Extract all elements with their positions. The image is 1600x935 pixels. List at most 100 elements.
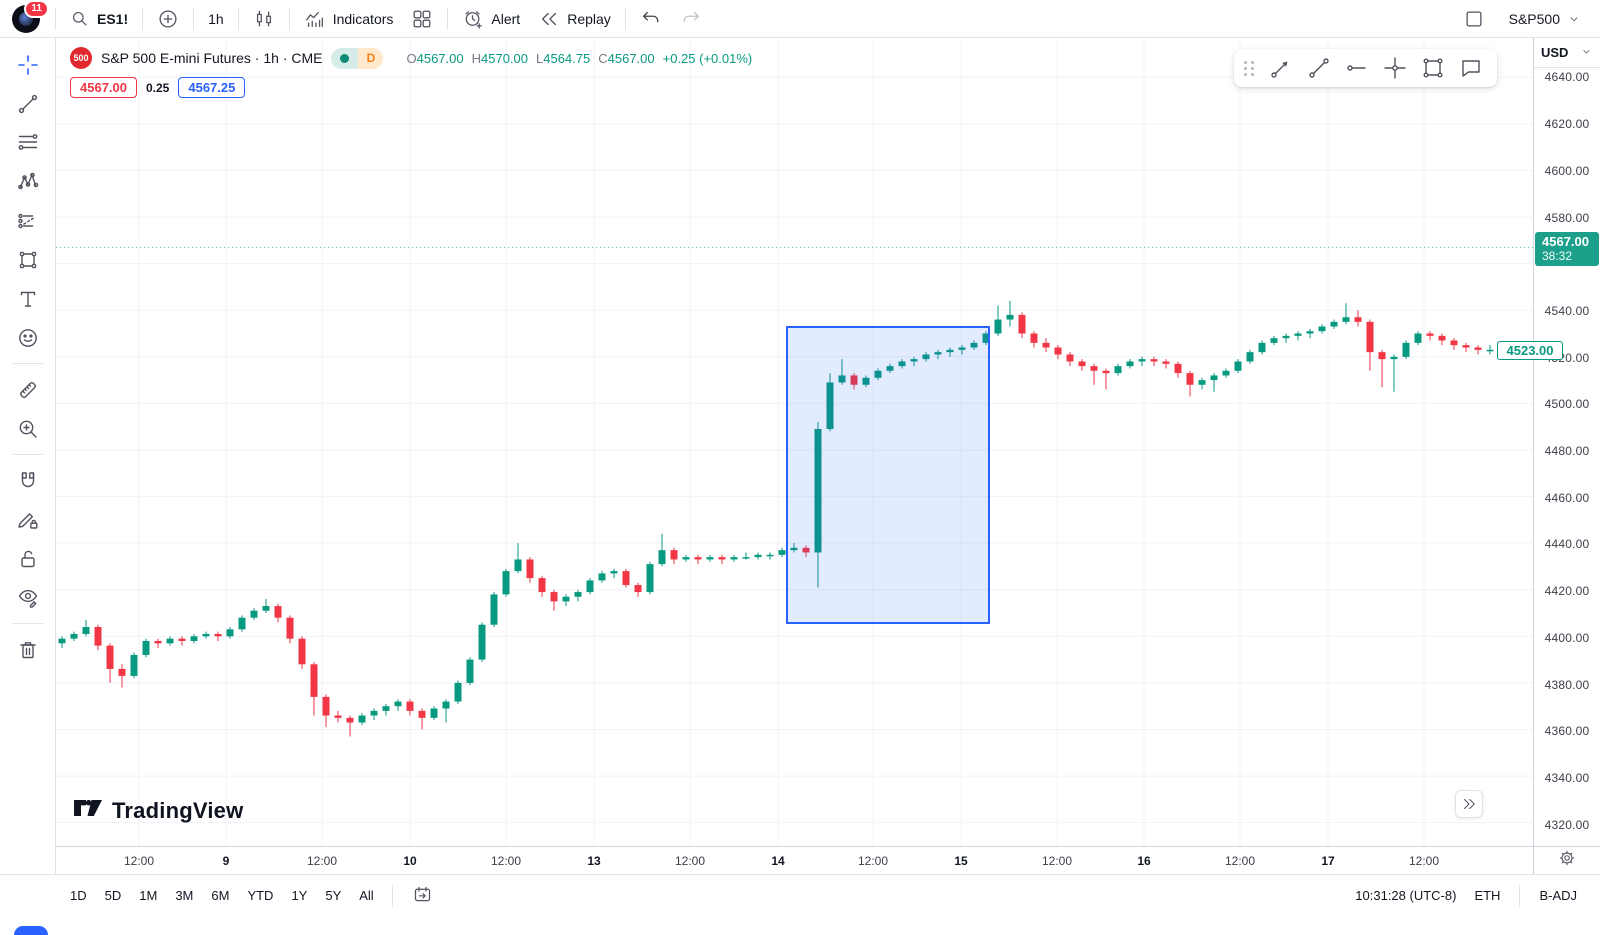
sell-bid-button[interactable]: 4567.00 [70, 77, 137, 98]
divider [55, 7, 56, 30]
emoji-tool-button[interactable] [8, 321, 48, 354]
candle [1246, 352, 1254, 362]
divider [12, 623, 43, 624]
range-button-6m[interactable]: 6M [203, 883, 237, 908]
ohlc-values: O4567.00 H4570.00 L4564.75 C4567.00 +0.2… [406, 50, 753, 66]
redo-icon [680, 8, 702, 30]
candle [610, 571, 618, 574]
trend-line-button[interactable] [1300, 52, 1338, 84]
candle [1426, 333, 1434, 336]
fib-retracement-tool-button[interactable] [8, 126, 48, 159]
candle [934, 352, 942, 355]
price-axis-label: 4600.00 [1544, 163, 1590, 178]
text-tool-button[interactable] [8, 282, 48, 315]
candle [1198, 380, 1206, 385]
time-axis[interactable]: 12:00 9 12:00 10 12:00 13 12:00 14 12:00 15 12:00 1… [56, 846, 1600, 874]
interval-button[interactable]: 1h [208, 10, 224, 27]
forecast-tool-button[interactable] [8, 204, 48, 237]
go-to-date-button[interactable] [403, 879, 442, 913]
candle [946, 349, 954, 353]
range-button-1d[interactable]: 1D [62, 883, 95, 908]
alert-button[interactable]: Alert [453, 4, 529, 34]
chart-canvas[interactable] [56, 38, 1533, 846]
adjustment-toggle-badj[interactable]: B-ADJ [1539, 888, 1577, 903]
chart-style-button[interactable] [244, 4, 284, 34]
price-axis-label: 4620.00 [1544, 117, 1590, 132]
candle [1126, 361, 1134, 367]
session-interval-pill[interactable]: D [331, 47, 384, 69]
range-button-all[interactable]: All [351, 883, 381, 908]
divider [624, 7, 626, 30]
range-button-1y[interactable]: 1Y [283, 883, 315, 908]
currency-selector[interactable]: USD [1534, 38, 1600, 68]
close-value: 4567.00 [607, 50, 655, 66]
candle [1354, 317, 1362, 322]
candle [1438, 335, 1446, 341]
redo-button[interactable] [671, 4, 711, 34]
indicators-button[interactable]: Indicators [295, 4, 403, 34]
time-axis-label: 16 [1137, 854, 1151, 868]
candle [1054, 347, 1062, 355]
cutoff-blue-button[interactable] [14, 926, 48, 935]
trend-line-tool-button[interactable] [8, 87, 48, 120]
buy-ask-button[interactable]: 4567.25 [178, 77, 246, 98]
candle [382, 706, 390, 711]
candle [1078, 361, 1086, 367]
zoom-in-tool-button[interactable] [8, 412, 48, 445]
crosshair-tool-button[interactable] [8, 48, 48, 81]
rectangle-tool-button[interactable] [8, 243, 48, 276]
drawing-toolbar [0, 38, 56, 874]
candle [442, 701, 450, 709]
divider [237, 7, 239, 30]
candle [838, 375, 846, 383]
candle [430, 708, 438, 718]
symbol-search-button[interactable]: ES1! [61, 4, 137, 34]
range-button-5d[interactable]: 5D [97, 883, 130, 908]
tradingview-watermark: TradingView [73, 795, 243, 826]
selection-rectangle-drawing[interactable] [785, 326, 990, 624]
cross-line-button[interactable] [1376, 52, 1414, 84]
range-button-1m[interactable]: 1M [131, 883, 165, 908]
layout-select-button[interactable] [1454, 4, 1494, 34]
candle [322, 696, 330, 716]
rectangle-button[interactable] [1414, 52, 1452, 84]
replay-button[interactable]: Replay [529, 4, 620, 34]
time-axis-label: 12:00 [490, 854, 522, 868]
hide-drawings-button[interactable] [8, 581, 48, 614]
remove-drawings-button[interactable] [8, 633, 48, 666]
collapse-panel-button[interactable] [1455, 790, 1483, 818]
toolbar-drag-handle[interactable] [1244, 60, 1255, 76]
pattern-xabcd-tool-button[interactable] [8, 165, 48, 198]
symbol-logo: 500 [70, 47, 92, 69]
clock-timezone-button[interactable]: 10:31:28 (UTC-8) [1355, 888, 1457, 903]
callout-comment-button[interactable] [1452, 52, 1490, 84]
measure-tool-button[interactable] [8, 373, 48, 406]
indicator-templates-button[interactable] [402, 4, 442, 34]
horizontal-line-button[interactable] [1338, 52, 1376, 84]
range-button-ytd[interactable]: YTD [239, 883, 281, 908]
range-button-3m[interactable]: 3M [167, 883, 201, 908]
symbol-title[interactable]: S&P 500 E-mini Futures · 1h · CME [101, 50, 323, 66]
candle [646, 564, 654, 593]
time-axis-label: 9 [222, 854, 230, 868]
candle [742, 557, 750, 559]
layout-name-button[interactable]: S&P500 [1500, 4, 1590, 34]
drawing-mode-lock-button[interactable] [8, 503, 48, 536]
undo-button[interactable] [631, 4, 671, 34]
account-menu-button[interactable]: 11 [12, 0, 49, 33]
price-axis[interactable]: 4640.00 4620.00 4600.00 4580.00 4540.00 4520.… [1497, 38, 1600, 846]
spread-value: 0.25 [146, 80, 170, 95]
gear-icon[interactable] [1558, 849, 1576, 872]
candle [118, 668, 126, 676]
candle [1090, 366, 1098, 371]
range-button-5y[interactable]: 5Y [317, 883, 349, 908]
arrow-marker-tool-button[interactable] [1262, 52, 1300, 84]
daily-interval-badge: D [358, 47, 384, 69]
chevron-down-icon [1580, 45, 1593, 61]
session-toggle-eth[interactable]: ETH [1474, 888, 1501, 903]
magnet-mode-button[interactable] [8, 464, 48, 497]
lock-all-drawings-button[interactable] [8, 542, 48, 575]
price-axis-label: 4420.00 [1544, 584, 1590, 599]
chart-pane[interactable]: 500 S&P 500 E-mini Futures · 1h · CME D … [56, 38, 1533, 846]
compare-add-symbol-button[interactable] [148, 4, 188, 34]
